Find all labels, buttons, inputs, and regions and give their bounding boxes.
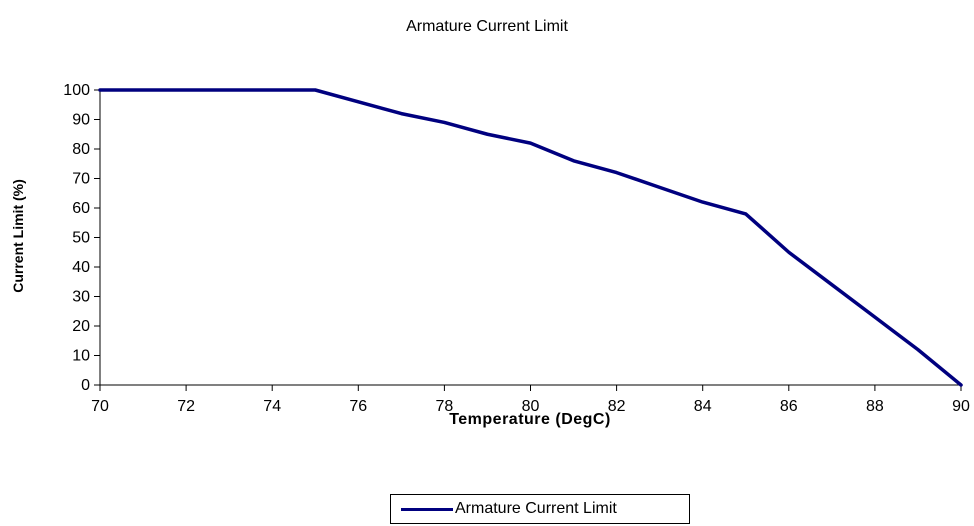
- y-tick-label: 10: [72, 348, 90, 365]
- x-tick-label: 82: [608, 398, 626, 415]
- x-tick-label: 70: [91, 398, 109, 415]
- chart-title: Armature Current Limit: [406, 18, 568, 35]
- x-tick-label: 76: [349, 398, 367, 415]
- x-axis-title: Temperature (DegC): [449, 411, 611, 428]
- y-tick-label: 90: [72, 112, 90, 129]
- y-tick-label: 40: [72, 259, 90, 276]
- x-tick-label: 84: [694, 398, 712, 415]
- x-tick-label: 90: [952, 398, 970, 415]
- legend-swatch: [401, 507, 453, 511]
- x-tick-label: 80: [522, 398, 540, 415]
- y-axis-title: Current Limit (%): [10, 179, 26, 293]
- y-tick-label: 80: [72, 141, 90, 158]
- series-line: [98, 88, 963, 387]
- y-tick-label: 60: [72, 200, 90, 217]
- y-tick-label: 70: [72, 171, 90, 188]
- legend-label: Armature Current Limit: [455, 500, 617, 517]
- x-tick-label: 86: [780, 398, 798, 415]
- y-tick-label: 100: [63, 82, 90, 99]
- x-tick-label: 78: [436, 398, 454, 415]
- x-tick-label: 72: [177, 398, 195, 415]
- y-tick-label: 20: [72, 318, 90, 335]
- x-tick-label: 88: [866, 398, 884, 415]
- legend: Armature Current Limit: [390, 494, 690, 524]
- y-tick-label: 0: [81, 377, 90, 394]
- y-tick-label: 50: [72, 230, 90, 247]
- y-tick-label: 30: [72, 289, 90, 306]
- x-tick-label: 74: [263, 398, 281, 415]
